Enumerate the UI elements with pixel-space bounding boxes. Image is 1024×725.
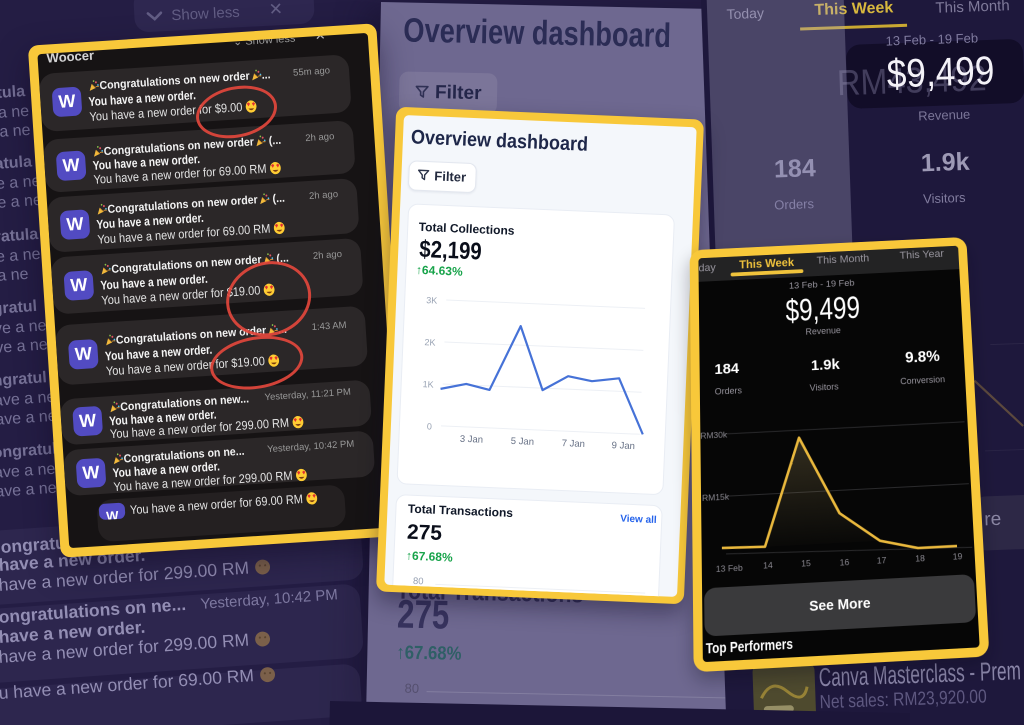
svg-text:3K: 3K	[425, 295, 436, 305]
svg-text:0: 0	[426, 421, 431, 431]
svg-text:18: 18	[915, 553, 926, 563]
svg-text:9 Jan: 9 Jan	[611, 440, 635, 452]
svg-text:16: 16	[840, 557, 851, 567]
svg-text:14: 14	[763, 560, 773, 570]
svg-text:7 Jan: 7 Jan	[561, 438, 585, 450]
svg-text:13 Feb: 13 Feb	[716, 563, 744, 574]
svg-text:RM15k: RM15k	[702, 492, 729, 503]
svg-text:15: 15	[801, 558, 811, 568]
svg-text:17: 17	[877, 555, 888, 565]
svg-text:RM30k: RM30k	[700, 430, 727, 441]
svg-text:5 Jan: 5 Jan	[510, 436, 534, 448]
svg-text:2K: 2K	[424, 337, 435, 347]
svg-text:3 Jan: 3 Jan	[459, 433, 483, 445]
svg-text:19: 19	[953, 551, 964, 561]
svg-text:1K: 1K	[422, 379, 433, 389]
